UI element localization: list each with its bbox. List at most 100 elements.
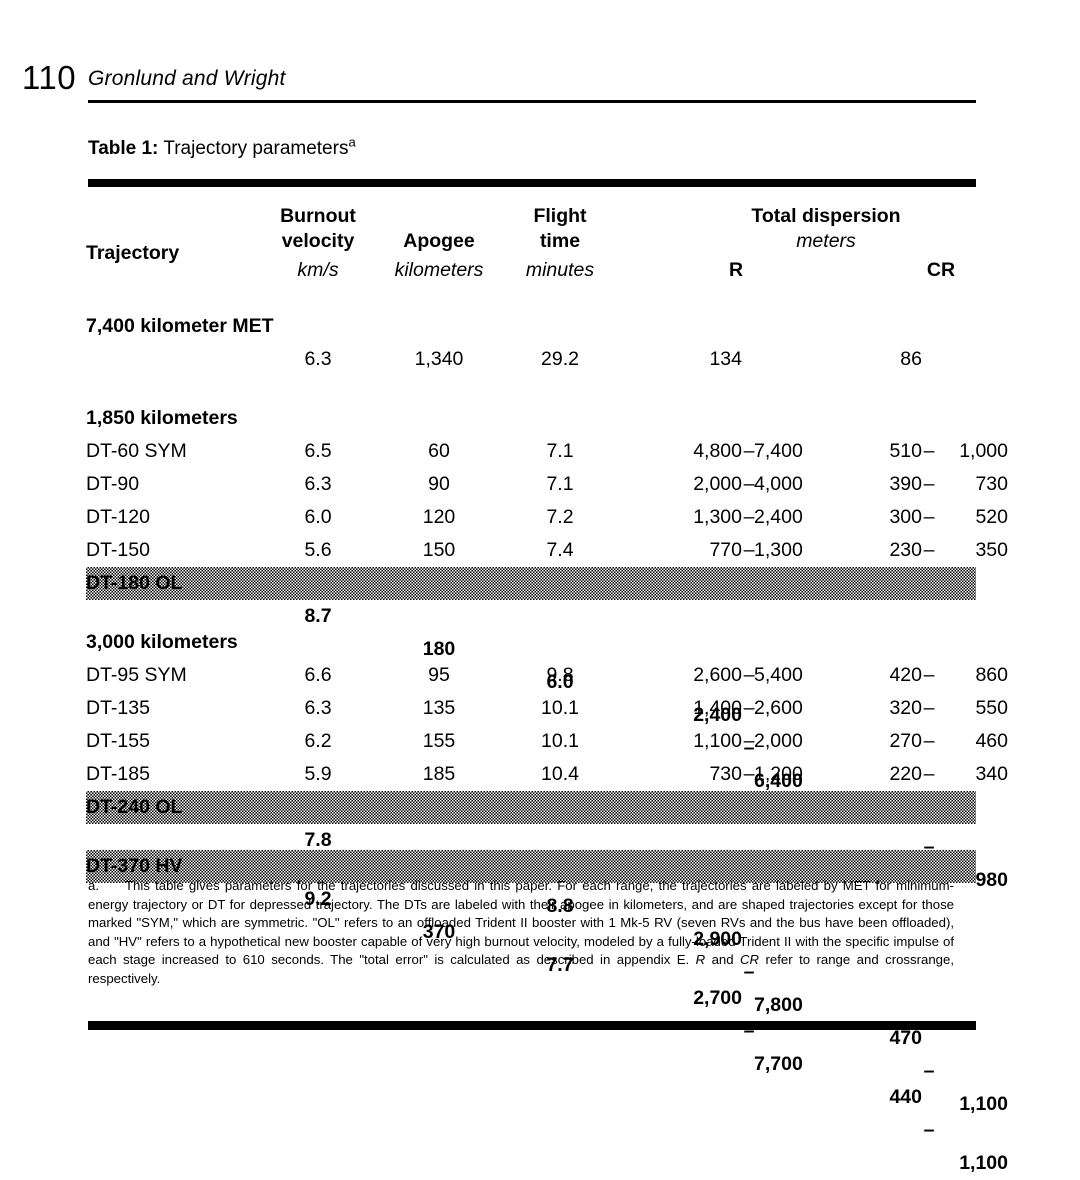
column-header-flight-line2: time (539, 230, 581, 252)
cell-apogee: 155 (422, 730, 456, 752)
column-header-range: R (728, 259, 744, 281)
cell-range-dash: – (743, 440, 755, 462)
cell-trajectory: DT-95 SYM (86, 664, 187, 686)
cell-flight-time: 7.1 (546, 473, 574, 495)
cell-crossrange-high: 550 (975, 697, 1008, 719)
table-footnote: a. This table gives parameters for the tr… (88, 877, 954, 989)
section-label-row: 1,850 kilometers (86, 402, 976, 435)
cell-burnout-velocity: 6.0 (304, 506, 332, 528)
cell-crossrange-low: 440 (889, 1086, 922, 1108)
cell-trajectory: DT-135 (86, 697, 150, 719)
cell-apogee: 60 (428, 440, 450, 462)
cell-crossrange-high: 1,100 (959, 1152, 1008, 1174)
cell-burnout-velocity: 5.6 (304, 539, 332, 561)
table-row: DT-60 SYM 6.5 60 7.1 4,800–7,400 510–1,000 (86, 435, 1008, 468)
header-rule (88, 100, 976, 103)
column-header-trajectory: Trajectory (86, 242, 180, 264)
table-top-rule (88, 179, 976, 187)
cell-flight-time: 7.1 (546, 440, 574, 462)
column-header-total-dispersion: Total dispersion (751, 205, 901, 227)
cell-flight-time: 7.7 (546, 954, 574, 976)
column-header-burnout-units: km/s (297, 259, 339, 281)
footnote-part1: This table gives parameters for the traj… (88, 878, 954, 968)
cell-crossrange-low: 86 (900, 348, 922, 370)
cell-burnout-velocity: 8.7 (304, 605, 332, 627)
cell-burnout-velocity: 6.6 (304, 664, 332, 686)
table-row: 6.3 1,340 29.2 134 86 (86, 343, 976, 376)
cell-burnout-velocity: 6.3 (304, 697, 332, 719)
table-row: DT-135 6.3 135 10.1 1,400–2,600 320–550 (86, 692, 1008, 725)
footnote-marker: a. (88, 878, 99, 893)
cell-trajectory: DT-60 SYM (86, 440, 187, 462)
cell-range-low: 1,100 (693, 730, 742, 752)
table-row: DT-155 6.2 155 10.1 1,100–2,000 270–460 (86, 725, 1008, 758)
cell-apogee: 95 (428, 664, 450, 686)
cell-range-low: 2,000 (693, 473, 742, 495)
cell-crossrange-dash: – (923, 697, 935, 719)
cell-trajectory: DT-120 (86, 506, 150, 528)
cell-range-dash: – (743, 1020, 755, 1042)
cell-apogee: 120 (422, 506, 456, 528)
cell-crossrange-dash: – (923, 836, 935, 858)
cell-flight-time: 10.1 (541, 697, 579, 719)
table-row: DT-150 5.6 150 7.4 770–1,300 230–350 (86, 534, 1008, 567)
cell-crossrange-low: 220 (889, 763, 922, 785)
cell-range-dash: – (743, 473, 755, 495)
cell-range-low: 1,400 (693, 697, 742, 719)
cell-crossrange-dash: – (923, 664, 935, 686)
cell-range-low: 2,400 (693, 704, 742, 726)
cell-flight-time: 7.2 (546, 506, 574, 528)
cell-crossrange-low: 470 (889, 1027, 922, 1049)
cell-range-high: 7,400 (754, 440, 803, 462)
cell-flight-time: 7.4 (546, 539, 574, 561)
table-body: 7,400 kilometer MET 6.3 1,340 29.2 134 86 1,85… (86, 310, 1008, 1174)
cell-apogee: 370 (422, 921, 456, 943)
table-row: DT-120 6.0 120 7.2 1,300–2,400 300–520 (86, 501, 1008, 534)
column-header-burnout-line2: velocity (281, 230, 355, 252)
cell-crossrange-dash: – (923, 763, 935, 785)
section-label: 1,850 kilometers (86, 407, 238, 429)
cell-crossrange-low: 510 (889, 440, 922, 462)
page-number: 110 (22, 59, 77, 96)
cell-range-low: 770 (709, 539, 742, 561)
cell-burnout-velocity: 9.2 (304, 888, 332, 910)
cell-crossrange-high: 1,000 (959, 440, 1008, 462)
table-row: DT-185 5.9 185 10.4 730–1,200 220–340 (86, 758, 1008, 791)
cell-apogee: 135 (422, 697, 456, 719)
column-header-apogee-units: kilometers (394, 259, 484, 281)
cell-apogee: 90 (428, 473, 450, 495)
cell-crossrange-high: 1,100 (959, 1093, 1008, 1115)
cell-apogee: 180 (422, 638, 456, 660)
column-header-crossrange: CR (926, 259, 956, 281)
footnote-part2: and (705, 952, 741, 968)
cell-range-dash: – (743, 730, 755, 752)
cell-burnout-velocity: 6.3 (304, 348, 332, 370)
cell-range-high: 7,700 (754, 1053, 803, 1075)
table-row: DT-95 SYM 6.6 95 9.8 2,600–5,400 420–860 (86, 659, 1008, 692)
cell-crossrange-low: 300 (889, 506, 922, 528)
cell-apogee: 185 (422, 763, 456, 785)
cell-flight-time: 8.8 (546, 895, 574, 917)
cell-range-dash: – (743, 506, 755, 528)
cell-trajectory: DT-185 (86, 763, 150, 785)
cell-range-dash: – (743, 763, 755, 785)
cell-range-high: 2,000 (754, 730, 803, 752)
cell-apogee: 1,340 (414, 348, 464, 370)
cell-range-high: 1,200 (754, 763, 803, 785)
cell-crossrange-dash: – (923, 1060, 935, 1082)
section-label: 7,400 kilometer MET (86, 315, 274, 337)
cell-crossrange-dash: – (923, 506, 935, 528)
cell-burnout-velocity: 6.5 (304, 440, 332, 462)
column-header-dispersion-units: meters (796, 230, 856, 252)
cell-crossrange-dash: – (923, 539, 935, 561)
cell-crossrange-dash: – (923, 440, 935, 462)
section-label-row: 7,400 kilometer MET (86, 310, 976, 343)
cell-range-low: 2,900 (693, 928, 742, 950)
column-header-flight-units: minutes (525, 259, 595, 281)
cell-range-high: 4,000 (754, 473, 803, 495)
cell-range-high: 1,300 (754, 539, 803, 561)
cell-range-high: 2,600 (754, 697, 803, 719)
cell-range-dash: – (743, 961, 755, 983)
cell-crossrange-low: 320 (889, 697, 922, 719)
